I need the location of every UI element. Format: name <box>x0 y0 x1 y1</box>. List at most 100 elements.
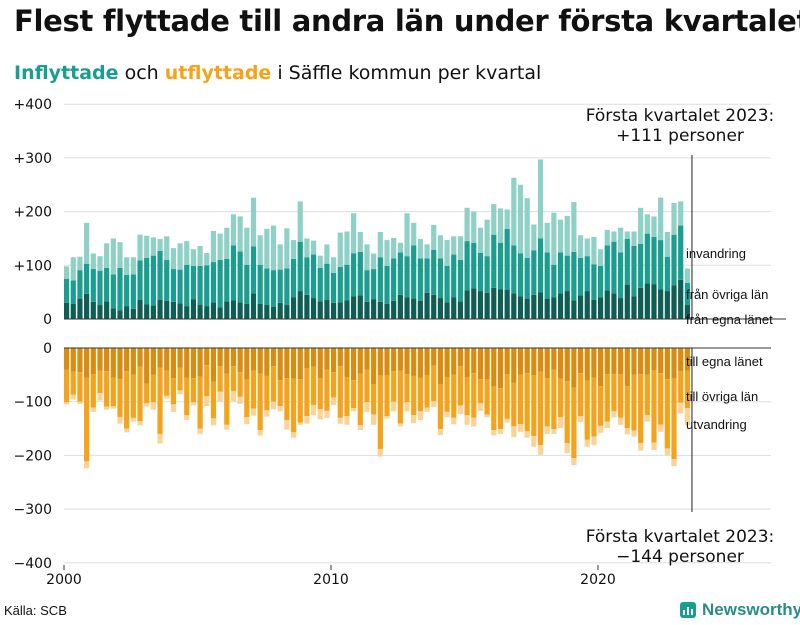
bar-till-ovriga-lan <box>437 383 443 430</box>
bar-till-ovriga-lan <box>471 373 477 418</box>
bar-invandring <box>384 240 390 266</box>
bar-fran-egna-lanet <box>624 284 630 319</box>
bar-fran-ovriga-lan <box>631 245 637 297</box>
bar-invandring <box>371 253 377 270</box>
bar-invandring <box>244 227 250 265</box>
bar-till-egna-lanet <box>184 348 190 378</box>
bar-fran-ovriga-lan <box>431 249 437 295</box>
bar-invandring <box>224 227 230 259</box>
bar-till-egna-lanet <box>611 348 617 375</box>
chart-subtitle: Inflyttade och utflyttade i Säffle kommu… <box>14 62 541 84</box>
bar-utvandring <box>484 414 490 418</box>
bar-till-ovriga-lan <box>457 366 464 406</box>
bar-fran-egna-lanet <box>504 290 510 319</box>
bar-till-ovriga-lan <box>571 387 577 459</box>
bar-till-egna-lanet <box>411 348 417 376</box>
bar-utvandring <box>424 407 430 412</box>
bar-utvandring <box>577 416 584 423</box>
bar-invandring <box>664 232 670 257</box>
bar-till-ovriga-lan <box>551 369 557 430</box>
bar-till-ovriga-lan <box>104 371 110 407</box>
bar-invandring <box>464 207 470 242</box>
bar-till-egna-lanet <box>157 348 163 368</box>
bar-fran-egna-lanet <box>477 291 484 319</box>
bar-utvandring <box>237 396 243 404</box>
bar-invandring <box>477 227 484 253</box>
bar-till-egna-lanet <box>484 348 490 380</box>
bar-till-egna-lanet <box>524 348 530 374</box>
bar-till-egna-lanet <box>331 348 337 373</box>
bar-fran-egna-lanet <box>437 298 443 319</box>
bar-till-ovriga-lan <box>257 373 263 431</box>
bar-till-ovriga-lan <box>377 375 383 449</box>
bar-till-ovriga-lan <box>431 365 437 402</box>
subtitle-and: och <box>118 62 165 84</box>
bar-utvandring <box>451 417 457 425</box>
bar-utvandring <box>304 416 310 424</box>
bar-fran-ovriga-lan <box>77 270 83 299</box>
bar-till-ovriga-lan <box>604 374 610 422</box>
bar-fran-egna-lanet <box>224 301 230 319</box>
y-tick-label: −100 <box>14 395 52 411</box>
bar-fran-ovriga-lan <box>250 246 257 294</box>
bar-fran-egna-lanet <box>64 302 70 319</box>
bar-till-egna-lanet <box>671 348 677 379</box>
bar-till-egna-lanet <box>97 348 103 371</box>
bar-fran-egna-lanet <box>351 296 357 319</box>
bar-invandring <box>678 201 684 226</box>
bar-till-egna-lanet <box>117 348 123 380</box>
bar-till-egna-lanet <box>364 348 370 370</box>
bar-fran-ovriga-lan <box>230 245 237 301</box>
bar-fran-ovriga-lan <box>137 260 143 300</box>
bar-till-egna-lanet <box>644 348 650 375</box>
bar-till-egna-lanet <box>284 348 290 379</box>
bar-fran-ovriga-lan <box>97 270 103 306</box>
bar-till-egna-lanet <box>664 348 670 380</box>
newsworthy-icon <box>680 602 696 618</box>
bar-till-ovriga-lan <box>97 370 103 394</box>
bar-till-ovriga-lan <box>244 379 250 418</box>
bar-utvandring <box>310 404 317 416</box>
bar-till-egna-lanet <box>651 348 657 371</box>
bar-invandring <box>217 233 223 260</box>
bar-invandring <box>90 253 96 270</box>
bar-till-egna-lanet <box>264 348 270 376</box>
bar-invandring <box>598 249 604 266</box>
bar-invandring <box>204 252 210 266</box>
bar-utvandring <box>491 430 497 436</box>
bar-fran-ovriga-lan <box>277 269 283 303</box>
bar-fran-ovriga-lan <box>351 253 357 297</box>
bar-till-ovriga-lan <box>397 370 403 424</box>
bar-invandring <box>137 234 143 261</box>
bar-fran-egna-lanet <box>164 300 170 319</box>
bar-till-egna-lanet <box>551 348 557 370</box>
bar-invandring <box>451 236 457 255</box>
bar-till-ovriga-lan <box>324 369 330 411</box>
bar-till-egna-lanet <box>170 348 176 379</box>
label-invandring: invandring <box>686 246 746 261</box>
bar-utvandring <box>391 401 397 412</box>
bar-utvandring <box>598 425 604 433</box>
bar-invandring <box>351 213 357 254</box>
bar-invandring <box>297 201 303 242</box>
bar-fran-egna-lanet <box>197 305 203 319</box>
bar-fran-egna-lanet <box>444 302 450 319</box>
bar-till-ovriga-lan <box>451 374 457 418</box>
bar-till-ovriga-lan <box>531 375 537 437</box>
bar-fran-ovriga-lan <box>571 251 577 301</box>
bar-fran-egna-lanet <box>404 297 410 319</box>
bar-till-ovriga-lan <box>357 373 363 426</box>
x-tick-label: 2020 <box>580 572 616 588</box>
bar-till-ovriga-lan <box>511 382 517 427</box>
bar-invandring <box>250 197 257 247</box>
bar-fran-egna-lanet <box>511 293 517 319</box>
bar-fran-ovriga-lan <box>331 272 337 303</box>
bar-fran-ovriga-lan <box>157 250 163 300</box>
bar-fran-ovriga-lan <box>417 258 423 301</box>
bar-fran-ovriga-lan <box>124 274 130 307</box>
bar-till-egna-lanet <box>244 348 250 380</box>
bar-fran-egna-lanet <box>484 292 490 319</box>
bar-till-ovriga-lan <box>484 379 490 415</box>
bar-invandring <box>377 232 383 258</box>
bar-till-egna-lanet <box>618 348 624 375</box>
